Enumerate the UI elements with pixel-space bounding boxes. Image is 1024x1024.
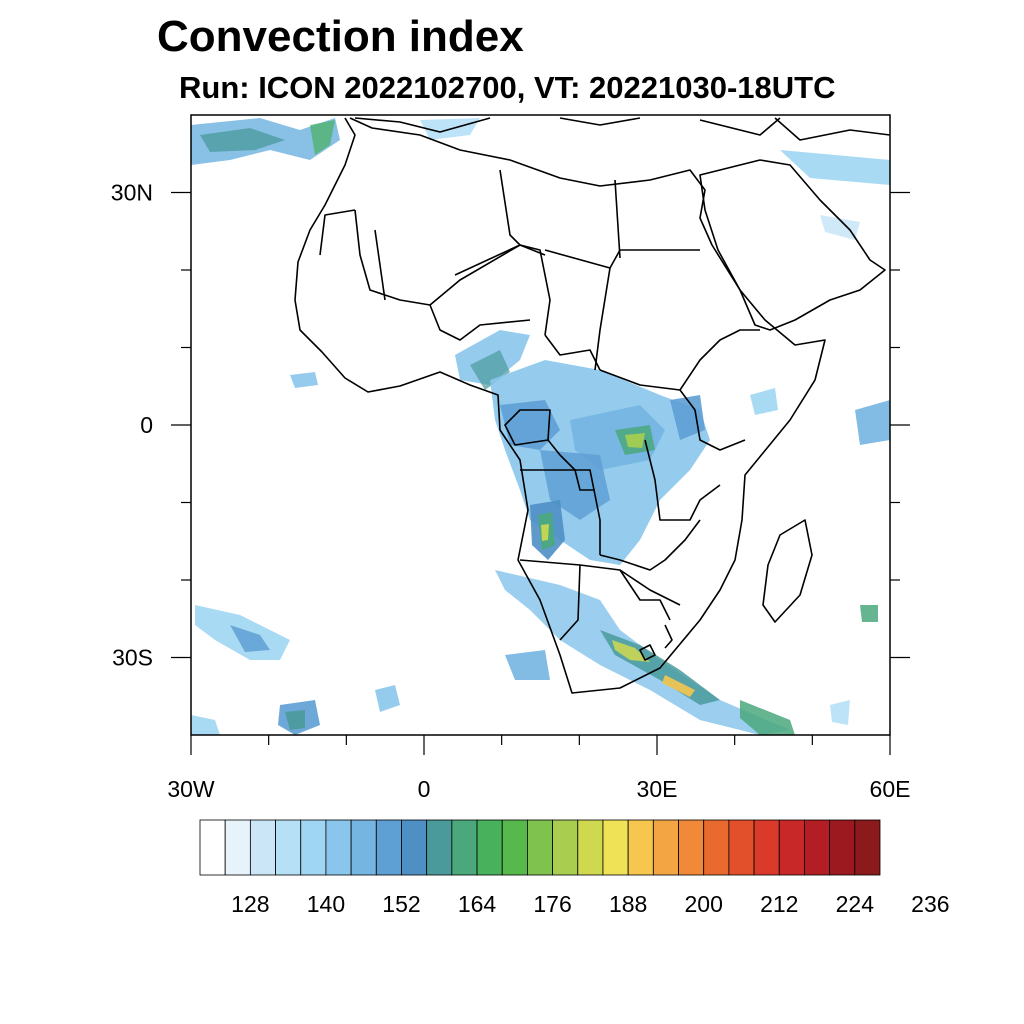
- colorbar: 128 140 152 164 176 188 200 212 224 236: [199, 819, 950, 917]
- colorbar-swatch: [350, 819, 377, 876]
- colorbar-swatch: [401, 819, 428, 876]
- colorbar-swatch: [854, 819, 881, 876]
- colorbar-swatch: [325, 819, 352, 876]
- colorbar-label: 164: [458, 891, 497, 917]
- colorbar-swatch: [778, 819, 805, 876]
- colorbar-swatch: [275, 819, 302, 876]
- colorbar-label: 140: [307, 891, 345, 917]
- lon-label: 30W: [167, 776, 215, 802]
- lon-label: 0: [418, 776, 431, 802]
- colorbar-label: 224: [836, 891, 875, 917]
- colorbar-swatch: [224, 819, 251, 876]
- colorbar-swatch: [652, 819, 679, 876]
- colorbar-swatch: [249, 819, 276, 876]
- colorbar-label: 152: [382, 891, 420, 917]
- colorbar-label: 236: [911, 891, 949, 917]
- colorbar-swatch: [577, 819, 604, 876]
- map-subtitle: Run: ICON 2022102700, VT: 20221030-18UTC: [179, 70, 836, 105]
- colorbar-swatch: [753, 819, 780, 876]
- colorbar-swatch: [678, 819, 705, 876]
- lon-label: 60E: [870, 776, 911, 802]
- colorbar-swatch: [527, 819, 553, 876]
- colorbar-swatch: [199, 819, 226, 876]
- coastlines-and-borders: [294, 117, 890, 694]
- colorbar-label: 212: [760, 891, 798, 917]
- colorbar-swatch: [501, 819, 528, 876]
- map-title: Convection index: [157, 12, 524, 61]
- colorbar-swatch: [804, 819, 831, 876]
- colorbar-swatch: [375, 819, 402, 876]
- colorbar-swatch: [300, 819, 327, 876]
- convection-field: [191, 118, 890, 735]
- colorbar-swatch: [476, 819, 503, 876]
- lat-label: 30S: [112, 645, 153, 671]
- lon-label: 30E: [637, 776, 678, 802]
- colorbar-swatch: [602, 819, 629, 876]
- map-axes: 30W 0 30E 60E 30N 0 30S: [111, 180, 911, 803]
- colorbar-label: 128: [231, 891, 269, 917]
- colorbar-swatch: [451, 819, 478, 876]
- colorbar-swatch: [703, 819, 730, 876]
- lat-label: 0: [140, 412, 153, 438]
- colorbar-swatch: [552, 819, 579, 876]
- colorbar-label: 200: [685, 891, 723, 917]
- colorbar-swatch: [426, 819, 453, 876]
- colorbar-swatch: [829, 819, 856, 876]
- colorbar-label: 176: [533, 891, 571, 917]
- lat-label: 30N: [111, 180, 153, 206]
- colorbar-swatch: [728, 819, 755, 876]
- colorbar-label: 188: [609, 891, 647, 917]
- colorbar-swatch: [627, 819, 654, 876]
